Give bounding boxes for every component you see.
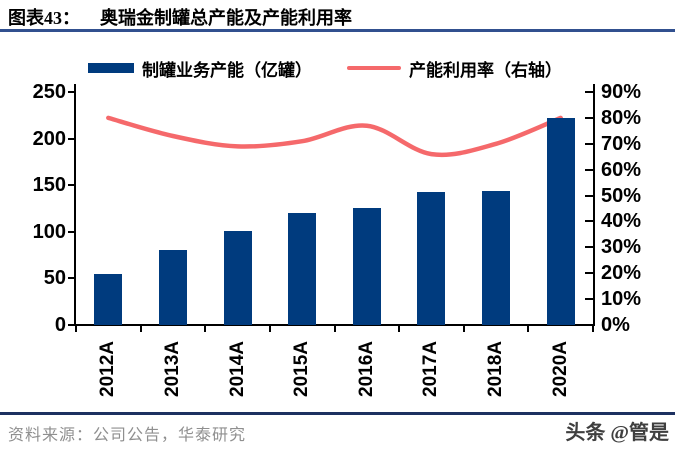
x-axis-tick [333,326,336,332]
left-axis-tick-label: 100 [32,220,66,243]
left-axis-tick-label: 0 [54,314,66,336]
right-axis-tick-label: 70% [601,132,642,155]
right-axis-tick-label: 20% [601,262,642,285]
legend-item-utilization: 产能利用率（右轴） [347,56,562,80]
utilization-line-chart [106,115,563,158]
right-axis-tick-label: 0% [601,314,630,336]
right-axis-tick-label: 30% [601,236,642,259]
capacity-bar [94,273,123,325]
x-axis-category-label: 2013A [161,341,183,397]
x-axis-tick [462,326,465,332]
left-axis-tick-label: 50 [43,267,66,290]
capacity-bar [546,118,575,325]
left-axis-tick-label: 200 [32,127,66,150]
figure-title-text: 奥瑞金制罐总产能及产能利用率 [100,8,352,28]
right-axis-tick [585,246,593,249]
left-axis-tick [68,277,76,280]
capacity-bar [352,207,381,325]
capacity-bar [288,213,317,325]
x-axis-tick [139,326,142,332]
x-axis-tick [204,326,207,332]
right-axis-tick-label: 50% [601,184,642,207]
x-axis-category-label: 2016A [355,341,377,397]
left-axis-tick [68,230,76,233]
capacity-bar [417,191,446,325]
title-divider [0,29,675,32]
right-axis-tick [585,91,593,93]
figure-title: 图表43： 奥瑞金制罐总产能及产能利用率 [8,4,352,30]
left-axis-tick [68,324,76,326]
bar-series-label: 制罐业务产能（亿罐） [142,60,312,80]
capacity-bar [158,249,187,325]
right-axis-tick-label: 90% [601,81,642,103]
x-axis-category-label: 2014A [226,341,248,397]
right-axis-tick [585,324,593,326]
utilization-line [106,115,563,158]
left-axis-tick [68,91,76,93]
right-axis-tick [585,194,593,197]
x-axis-category-label: 2017A [420,341,442,397]
watermark: 头条 @管是 [565,422,669,444]
capacity-bar [482,190,511,325]
line-series-swatch [347,66,401,70]
right-axis-tick [585,168,593,171]
right-axis-tick-label: 40% [601,210,642,233]
right-axis-tick-label: 80% [601,106,642,129]
right-axis-tick [585,142,593,145]
source-note: 资料来源：公司公告，华泰研究 [8,427,247,444]
right-axis-tick [585,272,593,275]
right-axis-tick [585,116,593,119]
x-axis-category-label: 2012A [97,341,119,397]
left-axis-tick [68,137,76,140]
right-axis-tick [585,220,593,223]
right-axis-tick-label: 60% [601,158,642,181]
right-axis-tick [585,298,593,301]
line-series-label: 产能利用率（右轴） [409,60,562,80]
bar-series-swatch [88,63,134,73]
left-axis-tick [68,184,76,187]
figure-number: 图表43： [8,8,80,28]
capacity-bar [223,230,252,325]
left-axis-tick-label: 150 [32,174,66,197]
plot-area [74,84,595,326]
x-axis-category-label: 2020A [549,341,571,397]
left-axis-tick-label: 250 [32,81,66,103]
x-axis-tick [75,326,77,332]
legend-item-capacity: 制罐业务产能（亿罐） [88,56,312,80]
x-axis-tick [398,326,401,332]
right-axis-tick-label: 10% [601,288,642,311]
x-axis-tick [527,326,530,332]
x-axis-tick [268,326,271,332]
footer-divider [0,412,675,415]
x-axis-tick [592,326,594,332]
x-axis-category-label: 2015A [291,341,313,397]
x-axis-category-label: 2018A [485,341,507,397]
